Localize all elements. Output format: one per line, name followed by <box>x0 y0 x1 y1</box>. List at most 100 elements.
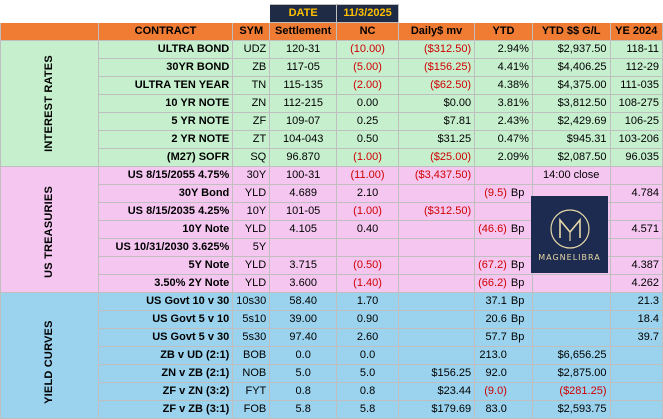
ye-2024-value[interactable] <box>609 364 663 383</box>
ye-2024-value[interactable]: 39.7 <box>609 328 663 347</box>
net-change[interactable]: (10.00) <box>336 40 399 59</box>
ye-2024-value[interactable]: 118-11 <box>609 40 663 59</box>
daily-mv[interactable] <box>397 184 476 203</box>
ye-2024-value[interactable]: 18.4 <box>609 310 663 329</box>
ytd-cell[interactable]: (46.6) Bp <box>474 220 533 239</box>
ye-2024-value[interactable]: 108-275 <box>609 94 663 113</box>
ytd-gain-loss[interactable]: $4,406.25 <box>531 58 611 77</box>
contract-name[interactable]: 10 YR NOTE <box>97 94 234 113</box>
daily-mv[interactable]: ($312.50) <box>397 202 476 221</box>
contract-name[interactable]: 10Y Note <box>97 220 234 239</box>
ye-2024-value[interactable]: 103-206 <box>609 130 663 149</box>
ye-2024-value[interactable]: 4.571 <box>609 220 663 239</box>
ye-2024-value[interactable] <box>609 202 663 221</box>
ytd-gain-loss[interactable]: $4,375.00 <box>531 76 611 95</box>
ye-2024-value[interactable] <box>609 346 663 365</box>
settlement-value[interactable]: 112-215 <box>269 94 338 113</box>
contract-name[interactable]: ULTRA TEN YEAR <box>97 76 234 95</box>
ye-2024-value[interactable]: 106-25 <box>609 112 663 131</box>
daily-mv[interactable]: $0.00 <box>397 94 476 113</box>
symbol[interactable]: YLD <box>232 184 271 203</box>
net-change[interactable]: (1.40) <box>336 274 399 293</box>
ytd-value[interactable]: 0.47% <box>474 130 533 149</box>
contract-name[interactable]: 30Y Bond <box>97 184 234 203</box>
contract-name[interactable]: ULTRA BOND <box>97 40 234 59</box>
ye-2024-value[interactable]: 4.784 <box>609 184 663 203</box>
contract-name[interactable]: US 10/31/2030 3.625% <box>97 238 234 257</box>
symbol[interactable]: FYT <box>232 382 271 401</box>
ytd-gain-loss[interactable] <box>531 292 611 311</box>
daily-mv[interactable] <box>397 238 476 257</box>
ytd-gain-loss[interactable]: $2,875.00 <box>531 364 611 383</box>
daily-mv[interactable]: $23.44 <box>397 382 476 401</box>
contract-name[interactable]: US 8/15/2055 4.75% <box>97 166 234 185</box>
contract-name[interactable]: 30YR BOND <box>97 58 234 77</box>
ytd-gain-loss[interactable]: $6,656.25 <box>531 346 611 365</box>
net-change[interactable]: 2.10 <box>336 184 399 203</box>
ytd-value[interactable]: 4.38% <box>474 76 533 95</box>
ytd-cell[interactable]: 213.0 <box>474 346 533 365</box>
ytd-cell[interactable] <box>474 202 533 221</box>
symbol[interactable]: ZF <box>232 112 271 131</box>
contract-name[interactable]: ZF v ZN (3:2) <box>97 382 234 401</box>
ytd-cell[interactable] <box>474 166 533 185</box>
daily-mv[interactable] <box>397 274 476 293</box>
col-ytd[interactable]: YTD <box>474 22 533 41</box>
daily-mv[interactable] <box>397 328 476 347</box>
symbol[interactable]: TN <box>232 76 271 95</box>
symbol[interactable]: 10s30 <box>232 292 271 311</box>
symbol[interactable]: YLD <box>232 274 271 293</box>
daily-mv[interactable] <box>397 346 476 365</box>
settlement-value[interactable]: 115-135 <box>269 76 338 95</box>
net-change[interactable]: (1.00) <box>336 202 399 221</box>
ye-2024-value[interactable]: 4.387 <box>609 256 663 275</box>
symbol[interactable]: YLD <box>232 256 271 275</box>
ye-2024-value[interactable] <box>609 166 663 185</box>
contract-name[interactable]: US Govt 5 v 30 <box>97 328 234 347</box>
settlement-value[interactable]: 117-05 <box>269 58 338 77</box>
daily-mv[interactable] <box>397 310 476 329</box>
daily-mv[interactable] <box>397 292 476 311</box>
ytd-gain-loss[interactable]: $945.31 <box>531 130 611 149</box>
ytd-gain-loss[interactable]: ($281.25) <box>531 382 611 401</box>
ytd-cell[interactable]: (9.5) Bp <box>474 184 533 203</box>
net-change[interactable]: (11.00) <box>336 166 399 185</box>
symbol[interactable]: ZT <box>232 130 271 149</box>
ytd-gain-loss[interactable]: $2,429.69 <box>531 112 611 131</box>
ye-2024-value[interactable]: 4.262 <box>609 274 663 293</box>
contract-name[interactable]: US Govt 10 v 30 <box>97 292 234 311</box>
net-change[interactable]: 1.70 <box>336 292 399 311</box>
net-change[interactable]: (5.00) <box>336 58 399 77</box>
col-daily-mv[interactable]: Daily$ mv <box>397 22 476 41</box>
ytd-gain-loss[interactable] <box>531 274 611 293</box>
daily-mv[interactable]: $7.81 <box>397 112 476 131</box>
daily-mv[interactable]: ($62.50) <box>397 76 476 95</box>
net-change[interactable]: (0.50) <box>336 256 399 275</box>
ytd-gain-loss[interactable]: $2,937.50 <box>531 40 611 59</box>
daily-mv[interactable]: ($3,437.50) <box>397 166 476 185</box>
contract-name[interactable]: ZB v UD (2:1) <box>97 346 234 365</box>
ye-2024-value[interactable]: 112-29 <box>609 58 663 77</box>
ytd-gain-loss[interactable]: $3,812.50 <box>531 94 611 113</box>
ytd-cell[interactable]: (9.0) <box>474 382 533 401</box>
settlement-value[interactable]: 97.40 <box>269 328 338 347</box>
settlement-value[interactable]: 4.689 <box>269 184 338 203</box>
contract-name[interactable]: 5Y Note <box>97 256 234 275</box>
net-change[interactable]: 2.60 <box>336 328 399 347</box>
net-change[interactable]: 0.50 <box>336 130 399 149</box>
ye-2024-value[interactable]: 96.035 <box>609 148 663 167</box>
ytd-cell[interactable] <box>474 238 533 257</box>
ytd-cell[interactable]: 37.1 Bp <box>474 292 533 311</box>
symbol[interactable]: BOB <box>232 346 271 365</box>
symbol[interactable]: NOB <box>232 364 271 383</box>
net-change[interactable]: 0.8 <box>336 382 399 401</box>
symbol[interactable]: 30Y <box>232 166 271 185</box>
daily-mv[interactable]: ($25.00) <box>397 148 476 167</box>
contract-name[interactable]: 3.50% 2Y Note <box>97 274 234 293</box>
symbol[interactable]: ZN <box>232 94 271 113</box>
ytd-cell[interactable]: (67.2) Bp <box>474 256 533 275</box>
daily-mv[interactable]: ($156.25) <box>397 58 476 77</box>
symbol[interactable]: ZB <box>232 58 271 77</box>
ytd-cell[interactable]: 20.6 Bp <box>474 310 533 329</box>
settlement-value[interactable]: 104-043 <box>269 130 338 149</box>
